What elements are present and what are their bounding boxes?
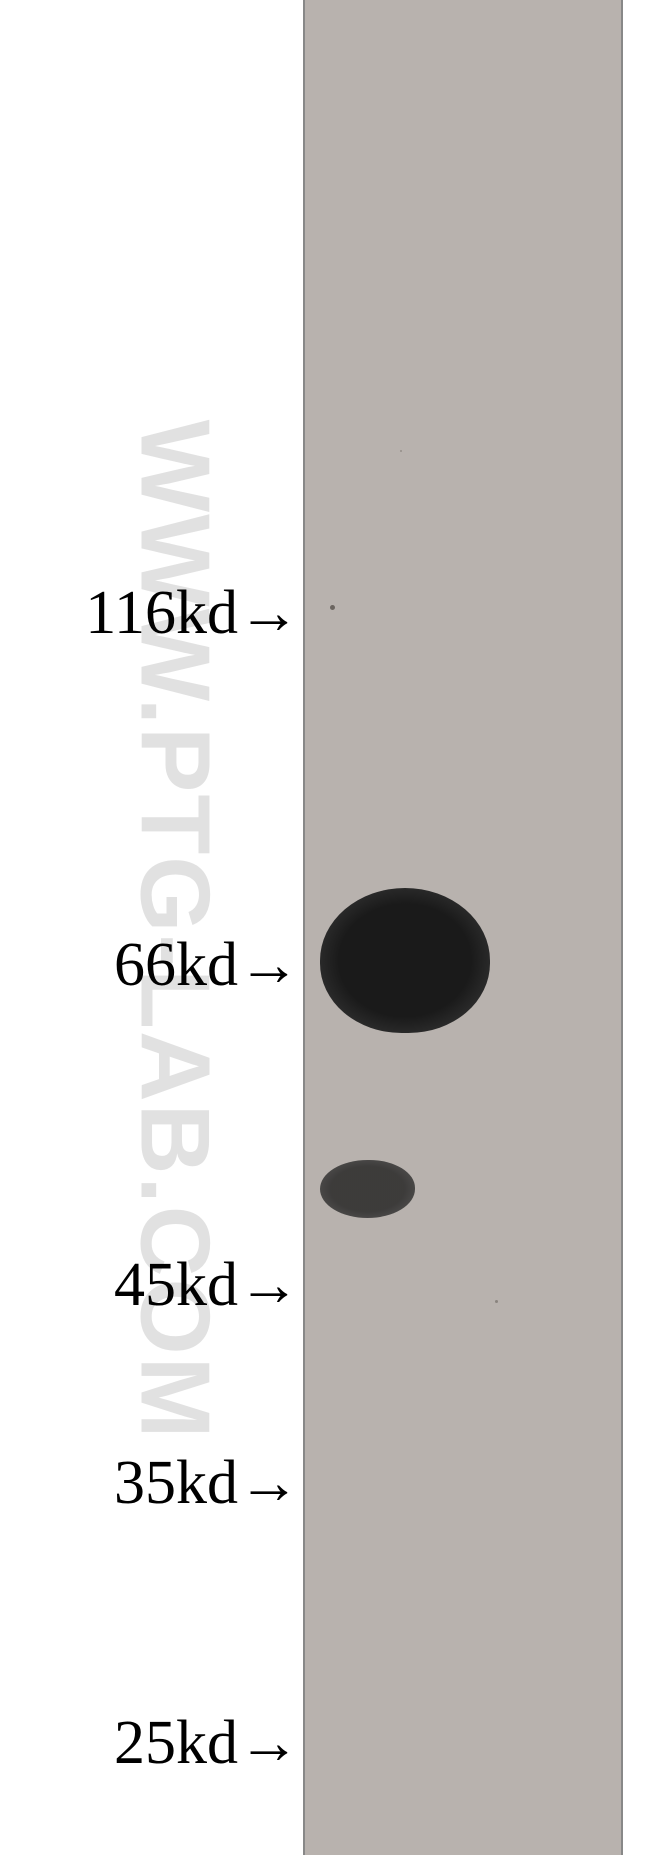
marker-25kd: 25kd→: [114, 1708, 300, 1779]
arrow-icon: →: [238, 578, 300, 649]
marker-label-text: 116kd: [85, 579, 238, 647]
band-secondary: [320, 1160, 415, 1218]
marker-label-text: 45kd: [114, 1251, 238, 1319]
marker-66kd: 66kd→: [114, 930, 300, 1001]
arrow-icon: →: [238, 1250, 300, 1321]
marker-45kd: 45kd→: [114, 1250, 300, 1321]
band-primary: [320, 888, 490, 1033]
noise-speck: [400, 450, 402, 452]
arrow-icon: →: [238, 1708, 300, 1779]
marker-label-text: 35kd: [114, 1449, 238, 1517]
marker-35kd: 35kd→: [114, 1448, 300, 1519]
marker-116kd: 116kd→: [85, 578, 300, 649]
noise-speck: [495, 1300, 498, 1303]
marker-label-text: 25kd: [114, 1709, 238, 1777]
marker-label-text: 66kd: [114, 931, 238, 999]
noise-speck: [330, 605, 335, 610]
arrow-icon: →: [238, 1448, 300, 1519]
arrow-icon: →: [238, 930, 300, 1001]
